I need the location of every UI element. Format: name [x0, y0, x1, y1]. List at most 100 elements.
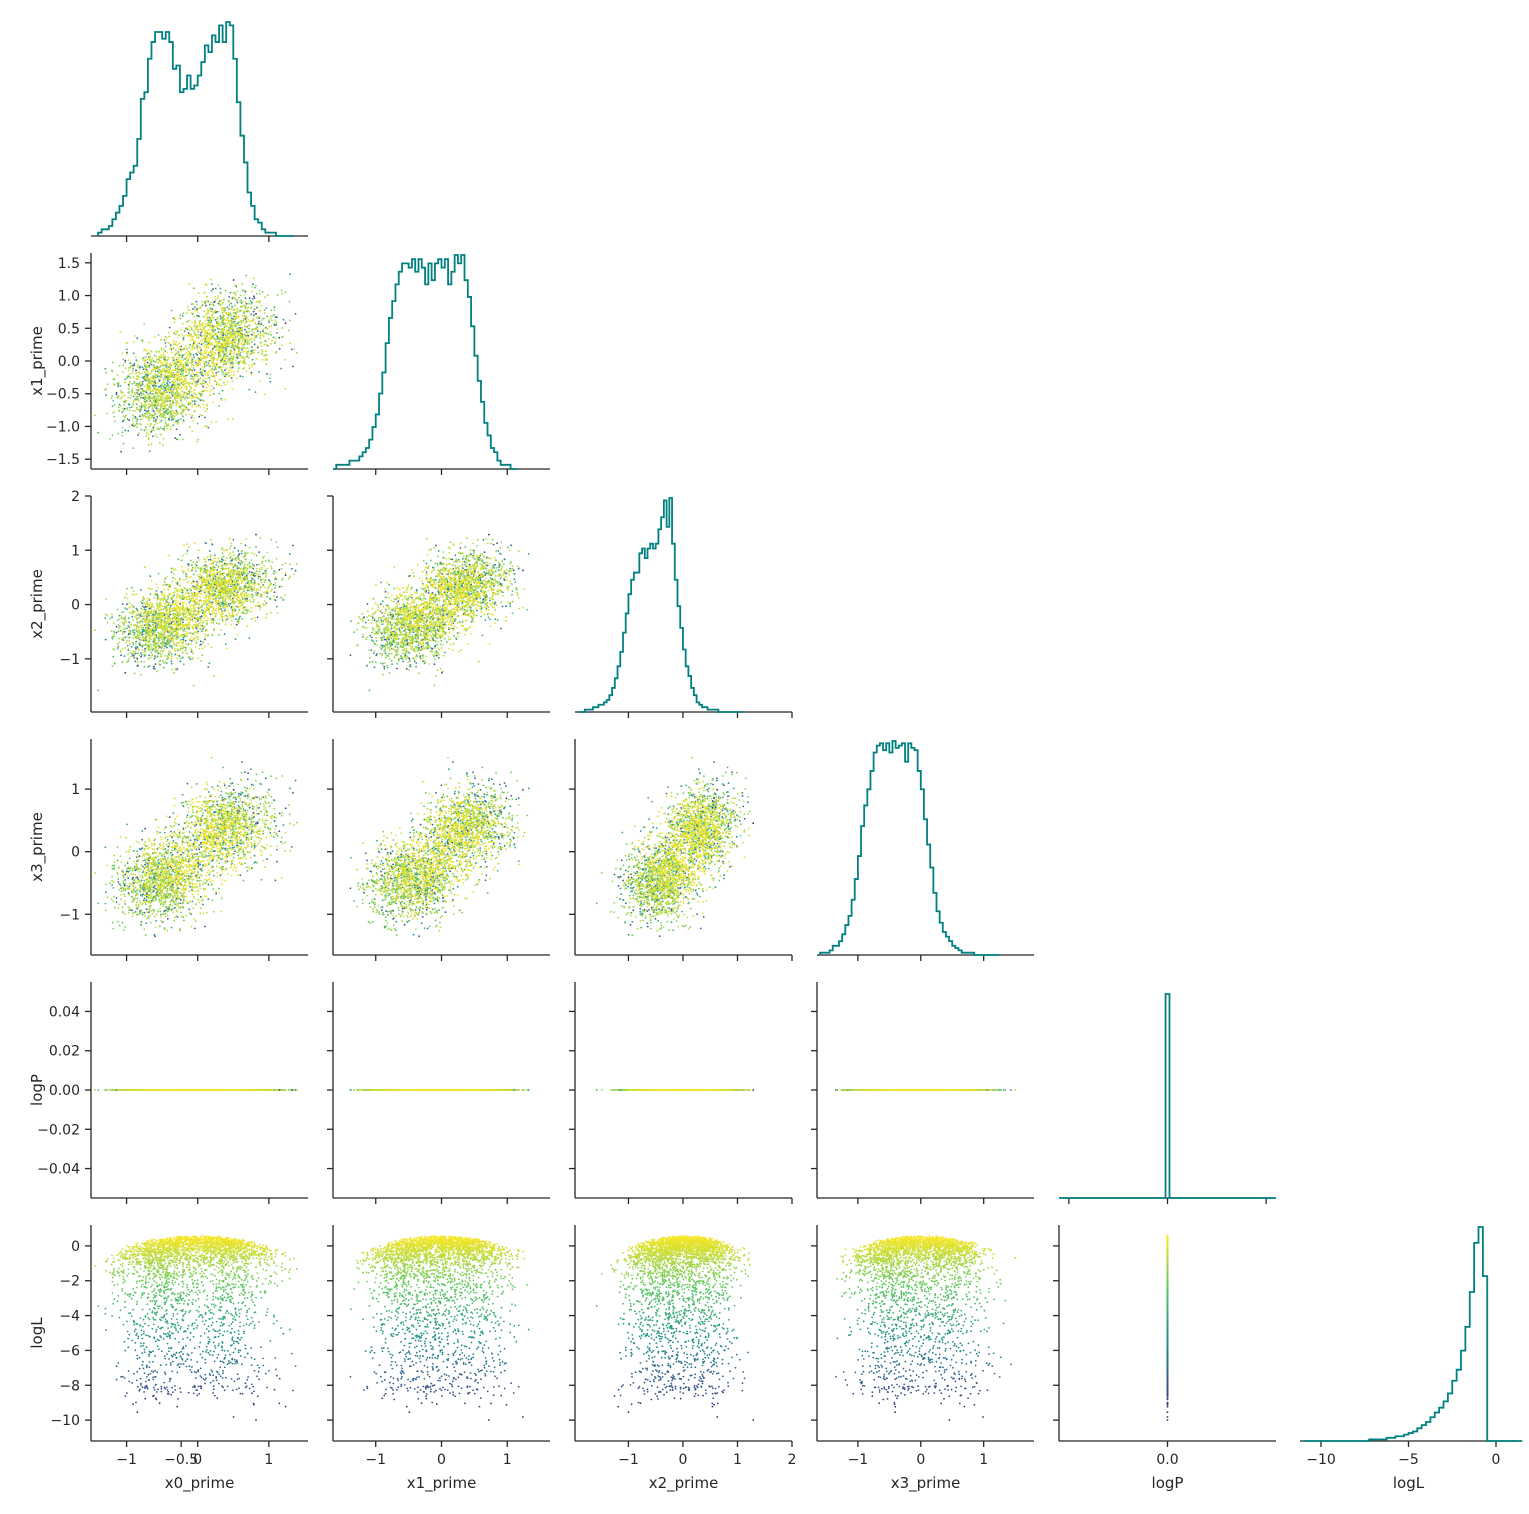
scatter-point: [135, 369, 137, 371]
scatter-point: [138, 376, 140, 378]
scatter-point: [211, 283, 213, 285]
scatter-point: [296, 352, 298, 354]
scatter-point: [148, 419, 150, 421]
scatter-point: [140, 408, 142, 410]
scatter-point: [197, 375, 199, 377]
scatter-point: [132, 376, 134, 378]
scatter-point: [267, 328, 269, 330]
scatter-point: [171, 400, 173, 402]
scatter-point: [240, 309, 242, 311]
scatter-point: [156, 359, 158, 361]
scatter-point: [120, 385, 122, 387]
scatter-point: [228, 296, 230, 298]
scatter-point: [243, 318, 245, 320]
scatter-point: [143, 357, 145, 359]
scatter-point: [163, 401, 165, 403]
scatter-point: [207, 427, 209, 429]
scatter-point: [132, 414, 134, 416]
scatter-point: [112, 362, 114, 364]
scatter-point: [174, 363, 176, 365]
scatter-point: [245, 320, 247, 322]
scatter-point: [156, 422, 158, 424]
scatter-point: [168, 423, 170, 425]
scatter-point: [255, 391, 257, 393]
scatter-point: [126, 349, 128, 351]
scatter-point: [126, 376, 128, 378]
scatter-point: [289, 320, 291, 322]
scatter-point: [124, 361, 126, 363]
scatter-point: [195, 353, 197, 355]
scatter-point: [143, 400, 145, 402]
scatter-point: [147, 358, 149, 360]
scatter-point: [138, 371, 140, 373]
scatter-point: [274, 341, 276, 343]
scatter-point: [197, 405, 199, 407]
scatter-point: [154, 420, 156, 422]
scatter-point: [280, 368, 282, 370]
scatter-point: [231, 306, 233, 308]
scatter-point: [126, 352, 128, 354]
scatter-point: [149, 381, 151, 383]
scatter-point: [179, 383, 181, 385]
scatter-point: [122, 364, 124, 366]
scatter-point: [194, 347, 196, 349]
scatter-point: [163, 428, 165, 430]
scatter-point: [198, 398, 200, 400]
scatter-point: [174, 437, 176, 439]
scatter-point: [130, 367, 132, 369]
scatter-point: [163, 348, 165, 350]
scatter-point: [193, 330, 195, 332]
scatter-point: [125, 367, 127, 369]
scatter-point: [155, 361, 157, 363]
scatter-point: [271, 315, 273, 317]
scatter-point: [217, 297, 219, 299]
scatter-point: [239, 348, 241, 350]
scatter-point: [281, 290, 283, 292]
scatter-point: [164, 350, 166, 352]
scatter-point: [251, 372, 253, 374]
scatter-point: [207, 374, 209, 376]
scatter-point: [285, 322, 287, 324]
scatter-point: [196, 304, 198, 306]
scatter-point: [137, 393, 139, 395]
scatter-point: [196, 315, 198, 317]
scatter-point: [235, 284, 237, 286]
scatter-point: [161, 400, 163, 402]
scatter-points: [94, 273, 298, 469]
scatter-point: [194, 306, 196, 308]
scatter-point: [262, 351, 264, 353]
scatter-point: [139, 423, 141, 425]
scatter-point: [149, 400, 151, 402]
scatter-point: [112, 405, 114, 407]
scatter-point: [138, 432, 140, 434]
scatter-point: [167, 380, 169, 382]
scatter-point: [122, 415, 124, 417]
scatter-point: [160, 427, 162, 429]
scatter-point: [230, 292, 232, 294]
scatter-point: [193, 393, 195, 395]
scatter-point: [239, 300, 241, 302]
scatter-point: [251, 347, 253, 349]
scatter-point: [192, 415, 194, 417]
scatter-point: [104, 368, 106, 370]
scatter-point: [278, 337, 280, 339]
scatter-point: [208, 377, 210, 379]
scatter-point: [249, 331, 251, 333]
scatter-point: [124, 408, 126, 410]
scatter-point: [170, 426, 172, 428]
scatter-point: [243, 289, 245, 291]
scatter-point: [253, 320, 255, 322]
scatter-point: [142, 377, 144, 379]
scatter-point: [131, 406, 133, 408]
scatter-point: [116, 392, 118, 394]
scatter-point: [160, 409, 162, 411]
scatter-point: [126, 353, 128, 355]
scatter-point: [253, 318, 255, 320]
scatter-point: [178, 439, 180, 441]
scatter-point: [204, 425, 206, 427]
scatter-point: [248, 343, 250, 345]
scatter-point: [166, 409, 168, 411]
scatter-point: [260, 310, 262, 312]
scatter-point: [126, 409, 128, 411]
scatter-point: [229, 302, 231, 304]
